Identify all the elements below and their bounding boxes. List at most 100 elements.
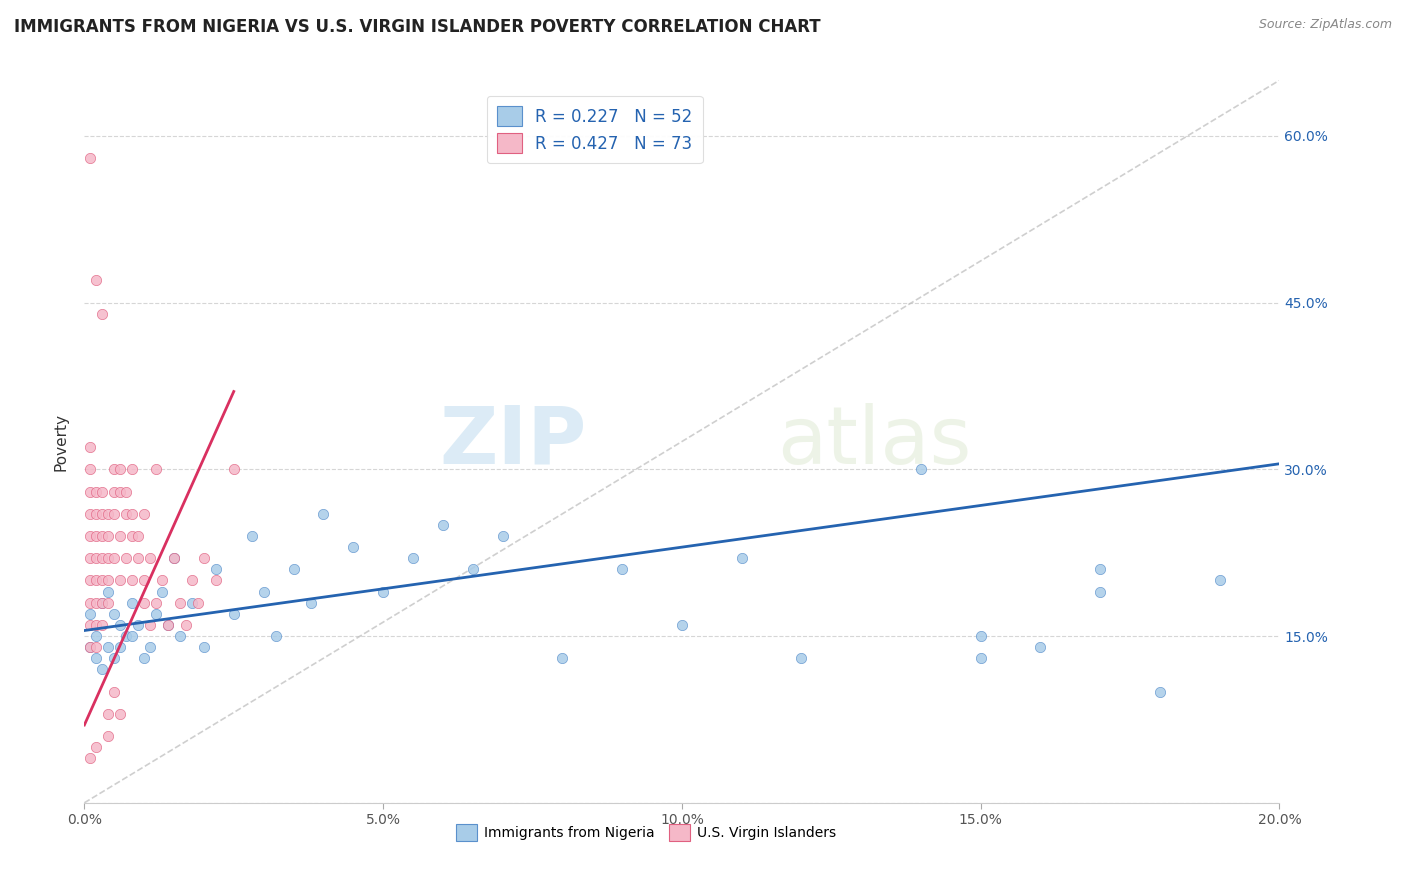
Point [103,484,125,499]
Point [193,551,215,566]
Point [115,484,138,499]
Point [132,574,156,588]
Point [174,618,197,632]
Point [139,640,162,655]
Point [97,507,120,521]
Point [79,484,101,499]
Point [612,562,634,576]
Point [115,551,138,566]
Point [110,484,132,499]
Point [91,596,114,610]
Point [1090,562,1112,576]
Point [432,517,454,532]
Point [121,507,143,521]
Point [115,629,138,643]
Point [132,651,156,665]
Point [127,529,149,543]
Point [91,618,114,632]
Point [163,551,186,566]
Point [91,484,114,499]
Point [91,507,114,521]
Point [86,484,108,499]
Point [163,551,186,566]
Point [222,462,245,476]
Point [86,551,108,566]
Point [970,629,993,643]
Point [121,462,143,476]
Point [121,596,143,610]
Point [79,607,101,621]
Point [139,618,162,632]
Point [264,629,287,643]
Point [91,529,114,543]
Point [103,507,125,521]
Text: ZIP: ZIP [439,402,586,481]
Point [110,462,132,476]
Point [1029,640,1052,655]
Point [110,574,132,588]
Point [1090,584,1112,599]
Point [115,507,138,521]
Point [79,440,101,454]
Point [97,640,120,655]
Point [79,462,101,476]
Point [132,507,156,521]
Point [103,462,125,476]
Point [121,629,143,643]
Point [79,640,101,655]
Point [373,584,395,599]
Text: Source: ZipAtlas.com: Source: ZipAtlas.com [1258,18,1392,31]
Point [145,462,167,476]
Point [97,529,120,543]
Point [910,462,932,476]
Point [150,574,173,588]
Point [671,618,693,632]
Point [222,607,245,621]
Point [187,596,209,610]
Point [79,151,101,165]
Point [970,651,993,665]
Point [79,574,101,588]
Point [132,596,156,610]
Point [127,551,149,566]
Point [193,640,215,655]
Point [492,529,515,543]
Point [110,618,132,632]
Point [86,740,108,755]
Point [121,529,143,543]
Point [79,618,101,632]
Point [91,574,114,588]
Point [86,273,108,287]
Point [731,551,754,566]
Point [97,584,120,599]
Point [551,651,574,665]
Point [86,651,108,665]
Point [86,529,108,543]
Point [86,574,108,588]
Point [790,651,813,665]
Point [79,640,101,655]
Point [121,574,143,588]
Point [86,507,108,521]
Point [181,596,204,610]
Point [97,574,120,588]
Point [139,551,162,566]
Point [86,618,108,632]
Point [283,562,305,576]
Point [402,551,425,566]
Point [86,640,108,655]
Point [181,574,204,588]
Point [110,706,132,721]
Point [312,507,335,521]
Point [157,618,180,632]
Point [301,596,323,610]
Text: atlas: atlas [778,402,972,481]
Point [145,607,167,621]
Point [110,529,132,543]
Point [97,706,120,721]
Point [91,551,114,566]
Point [79,596,101,610]
Point [79,529,101,543]
Point [145,596,167,610]
Point [97,551,120,566]
